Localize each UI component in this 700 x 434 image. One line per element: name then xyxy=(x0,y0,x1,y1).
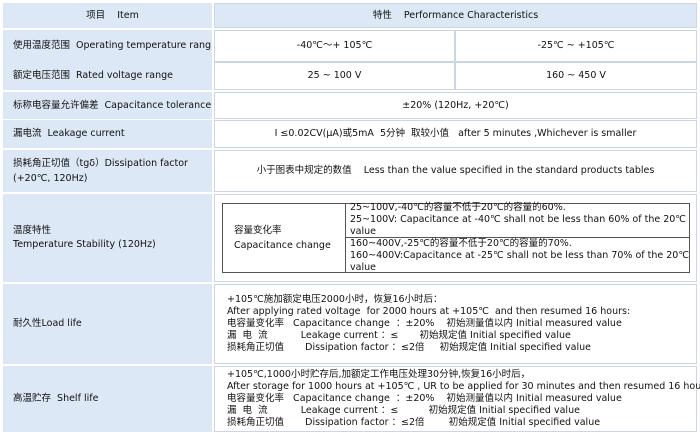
row-label: 损耗角正切值（tgδ）Dissipation factor (+20℃, 120… xyxy=(3,150,212,192)
label: (+20℃, 120Hz) xyxy=(13,173,88,184)
label: 漏电流 Leakage current xyxy=(13,128,125,139)
text: 25~100V: Capacitance at -40℃ shall not b… xyxy=(350,214,686,237)
value: -25℃ ~ +105℃ xyxy=(537,40,615,51)
label: Temperature Stability (120Hz) xyxy=(13,239,156,250)
value-cell: -40℃～+ 105℃ xyxy=(214,30,455,62)
text: 损耗角正切值 Dissipation factor ：≤2倍 初始规定值 Ini… xyxy=(227,342,591,353)
text: +105℃,1000小时贮存后,加额定工作电压处理30分钟,恢复16小时后， xyxy=(227,369,531,380)
label: Capacitance change xyxy=(234,240,331,251)
text: +105℃施加额定电压2000小时，恢复16小时后： xyxy=(227,294,443,305)
value: 160 ~ 450 V xyxy=(546,70,606,81)
value-cell: +105℃施加额定电压2000小时，恢复16小时后： After applyin… xyxy=(214,284,697,364)
label: 容量变化率 xyxy=(234,225,282,236)
sub-label: 容量变化率 Capacitance change xyxy=(222,203,346,273)
text: 漏 电 流 Leakage current ：≤ 初始规定值 Initial s… xyxy=(227,330,571,341)
value-cell: +105℃,1000小时贮存后,加额定工作电压处理30分钟,恢复16小时后， A… xyxy=(214,366,700,432)
row-label: 耐久性Load life xyxy=(3,284,212,364)
sub-cell: 160~400V,-25℃的容量不低于20℃的容量的70%. 160~400V:… xyxy=(346,238,690,273)
text: After storage for 1000 hours at +105℃ , … xyxy=(227,381,700,392)
text: 漏 电 流 Leakage current ：≤ 初始规定值 Initial s… xyxy=(227,405,580,416)
text: 电容量变化率 Capacitance change ：±20% 初始测量值以内 … xyxy=(227,393,622,404)
row-label: 漏电流 Leakage current xyxy=(3,120,212,148)
value: I ≤0.02CV(μA)或5mA 5分钟 取较小值 after 5 minut… xyxy=(274,128,637,139)
text: 160~400V,-25℃的容量不低于20℃的容量的70%. xyxy=(350,237,572,249)
value: ±20% (120Hz, +20℃) xyxy=(402,99,509,111)
text: 损耗角正切值 Dissipation factor ：≤2倍 初始规定值 Ini… xyxy=(227,417,601,428)
value-cell: ±20% (120Hz, +20℃) xyxy=(214,92,697,119)
text: After applying rated voltage for 2000 ho… xyxy=(227,306,631,317)
row-label: 标称电容量允许偏差 Capacitance tolerance xyxy=(3,92,212,119)
header-characteristics: 特性 Performance Characteristics xyxy=(372,9,539,21)
label: 耐久性Load life xyxy=(13,318,82,329)
row-label: 使用温度范围 Operating temperature rang xyxy=(3,30,212,62)
label: 标称电容量允许偏差 Capacitance tolerance xyxy=(13,99,212,111)
header-cell: 项目 Item xyxy=(3,3,212,28)
text: 电容量变化率 Capacitance change ：±20% 初始测量值以内 … xyxy=(227,318,622,329)
row-label: 高温贮存 Shelf life xyxy=(3,366,212,432)
value-cell: 25 ~ 100 V xyxy=(214,62,455,90)
sub-cell: 25~100V,-40℃的容量不低于20℃的容量的60%. 25~100V: C… xyxy=(346,202,690,238)
value: 25 ~ 100 V xyxy=(307,70,362,81)
label: 高温贮存 Shelf life xyxy=(13,393,99,404)
row-label: 额定电压范围 Rated voltage range xyxy=(3,62,212,90)
label: 额定电压范围 Rated voltage range xyxy=(13,70,174,81)
label: 温度特性 xyxy=(13,225,52,236)
value-cell: 160 ~ 450 V xyxy=(455,62,697,90)
row-label: 温度特性 Temperature Stability (120Hz) xyxy=(3,194,212,282)
value-cell: 小于图表中规定的数值 Less than the value specified… xyxy=(214,150,697,192)
header-item: 项目 Item xyxy=(86,9,139,21)
text: 25~100V,-40℃的容量不低于20℃的容量的60%. xyxy=(350,202,566,213)
label: 使用温度范围 Operating temperature rang xyxy=(13,40,212,51)
header-cell: 特性 Performance Characteristics xyxy=(214,3,697,28)
value: -40℃～+ 105℃ xyxy=(296,40,373,51)
text: 160~400V:Capacitance at -25℃ shall not b… xyxy=(350,249,689,273)
value-cell: I ≤0.02CV(μA)或5mA 5分钟 取较小值 after 5 minut… xyxy=(214,120,697,148)
value: 小于图表中规定的数值 Less than the value specified… xyxy=(256,165,655,176)
value-cell xyxy=(214,194,697,282)
value-cell: -25℃ ~ +105℃ xyxy=(455,30,697,62)
label: 损耗角正切值（tgδ）Dissipation factor xyxy=(13,158,188,169)
inner-table xyxy=(222,203,690,273)
